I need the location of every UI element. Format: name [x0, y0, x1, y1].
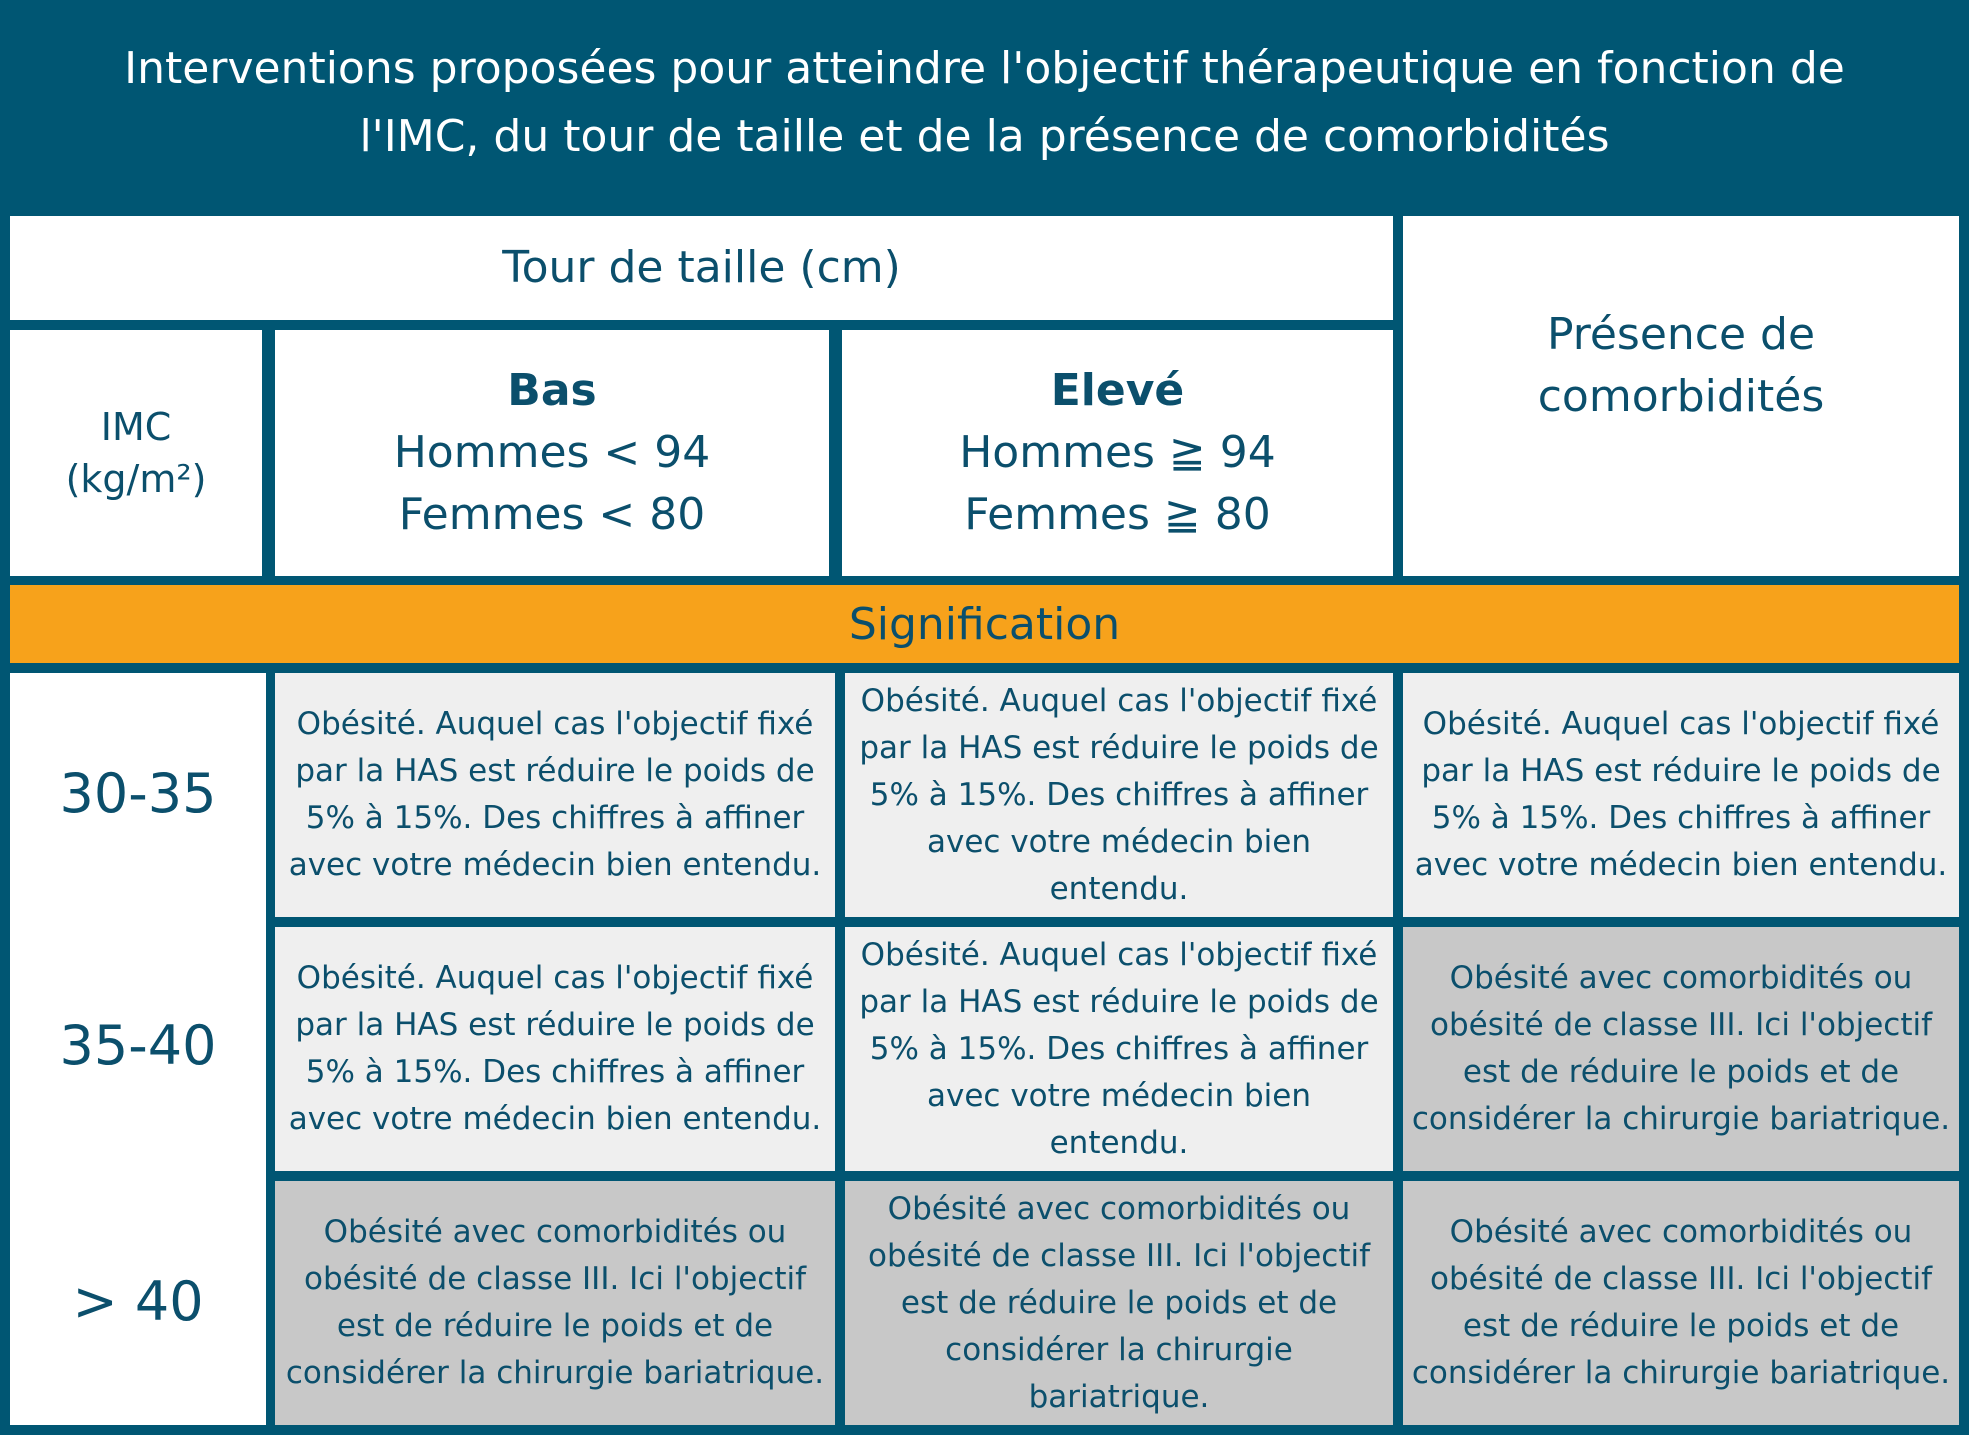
cell-r1-eleve: Obésité. Auquel cas l'objectif fixé par …	[845, 673, 1393, 917]
row-label-30-35: 30-35	[59, 761, 217, 825]
cell-line: Obésité. Auquel cas l'objectif fixé	[296, 960, 814, 996]
eleve-header: Elevé Hommes ≧ 94 Femmes ≧ 80	[842, 330, 1393, 576]
cell-line: obésité de classe III. Ici l'objectif	[867, 1237, 1371, 1274]
bas-header: Bas Hommes < 94 Femmes < 80	[275, 330, 829, 576]
imc-column	[10, 673, 266, 1425]
cell-r3-comorbidites: Obésité avec comorbidités ou obésité de …	[1403, 1181, 1959, 1425]
cell-line: par la HAS est réduire le poids de	[1421, 753, 1941, 789]
cell-line: est de réduire le poids et de	[900, 1284, 1338, 1321]
cell-line: avec votre médecin bien entendu.	[927, 823, 1311, 907]
imc-label-line1: IMC	[100, 405, 172, 449]
cell-line: par la HAS est réduire le poids de	[859, 983, 1379, 1020]
cell-line: 5% à 15%. Des chiffres à affiner	[305, 800, 805, 836]
comorbidites-header: Présence de comorbidités	[1403, 216, 1959, 576]
cell-line: Obésité avec comorbidités ou	[323, 1214, 787, 1250]
tour-de-taille-label: Tour de taille (cm)	[502, 242, 901, 293]
cell-line: est de réduire le poids et de	[336, 1308, 774, 1344]
row-label-over-40: > 40	[72, 1269, 204, 1333]
cell-line: Obésité. Auquel cas l'objectif fixé	[1422, 706, 1940, 742]
comorbidites-label-line2: comorbidités	[1537, 371, 1825, 422]
cell-line: Obésité. Auquel cas l'objectif fixé	[296, 706, 814, 742]
bas-hommes: Hommes < 94	[393, 427, 711, 478]
imc-header: IMC (kg/m²)	[10, 330, 262, 576]
bas-title: Bas	[507, 365, 597, 416]
cell-line: considérer la chirurgie bariatrique.	[1411, 1101, 1951, 1137]
cell-r1-comorbidites: Obésité. Auquel cas l'objectif fixé par …	[1403, 673, 1959, 917]
cell-line: Obésité. Auquel cas l'objectif fixé	[860, 936, 1378, 973]
cell-line: 5% à 15%. Des chiffres à affiner	[869, 1030, 1369, 1067]
cell-line: 5% à 15%. Des chiffres à affiner	[1431, 800, 1931, 836]
cell-line: est de réduire le poids et de	[1462, 1308, 1900, 1344]
cell-line: avec votre médecin bien entendu.	[1414, 847, 1948, 883]
cell-line: obésité de classe III. Ici l'objectif	[1429, 1261, 1933, 1297]
bas-femmes: Femmes < 80	[398, 489, 706, 540]
cell-r3-eleve: Obésité avec comorbidités ou obésité de …	[845, 1181, 1393, 1425]
tour-de-taille-header: Tour de taille (cm)	[10, 216, 1393, 320]
signification-band: Signification	[10, 585, 1959, 663]
cell-r1-bas: Obésité. Auquel cas l'objectif fixé par …	[275, 673, 835, 917]
cell-line: considérer la chirurgie bariatrique.	[285, 1355, 825, 1391]
page-title: Interventions proposées pour atteindre l…	[124, 42, 1845, 162]
cell-line: avec votre médecin bien entendu.	[288, 847, 822, 883]
imc-label-line2: (kg/m²)	[65, 457, 207, 501]
cell-line: obésité de classe III. Ici l'objectif	[1429, 1007, 1933, 1043]
cell-line: Obésité avec comorbidités ou	[887, 1190, 1351, 1227]
cell-line: est de réduire le poids et de	[1462, 1054, 1900, 1090]
cell-line: avec votre médecin bien entendu.	[927, 1077, 1311, 1161]
cell-line: 5% à 15%. Des chiffres à affiner	[869, 776, 1369, 813]
comorbidites-label-line1: Présence de	[1546, 309, 1816, 360]
cell-line: considérer la chirurgie bariatrique.	[1411, 1355, 1951, 1391]
cell-r3-bas: Obésité avec comorbidités ou obésité de …	[275, 1181, 835, 1425]
cell-line: par la HAS est réduire le poids de	[295, 1007, 815, 1043]
cell-line: par la HAS est réduire le poids de	[295, 753, 815, 789]
eleve-hommes: Hommes ≧ 94	[959, 427, 1276, 478]
row-label-35-40: 35-40	[59, 1013, 217, 1077]
cell-line: par la HAS est réduire le poids de	[859, 729, 1379, 766]
eleve-title: Elevé	[1050, 365, 1185, 416]
cell-r2-eleve: Obésité. Auquel cas l'objectif fixé par …	[845, 927, 1393, 1171]
cell-line: 5% à 15%. Des chiffres à affiner	[305, 1054, 805, 1090]
cell-line: Obésité avec comorbidités ou	[1449, 960, 1913, 996]
cell-line: Obésité avec comorbidités ou	[1449, 1214, 1913, 1250]
cell-r2-comorbidites: Obésité avec comorbidités ou obésité de …	[1403, 927, 1959, 1171]
cell-line: obésité de classe III. Ici l'objectif	[303, 1261, 807, 1297]
cell-line: considérer la chirurgie bariatrique.	[945, 1331, 1293, 1415]
eleve-femmes: Femmes ≧ 80	[964, 489, 1271, 540]
cell-line: avec votre médecin bien entendu.	[288, 1101, 822, 1137]
cell-line: Obésité. Auquel cas l'objectif fixé	[860, 682, 1378, 719]
cell-r2-bas: Obésité. Auquel cas l'objectif fixé par …	[275, 927, 835, 1171]
